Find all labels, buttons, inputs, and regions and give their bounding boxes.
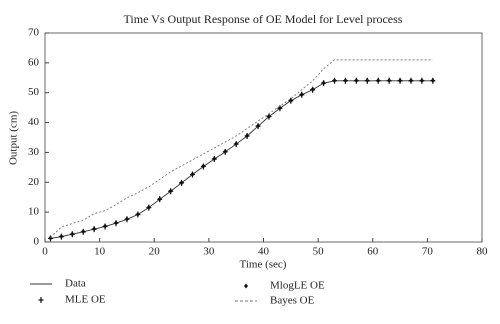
- diamond-marker: [212, 156, 217, 162]
- x-tick-label: 50: [313, 246, 325, 258]
- y-tick-label: 60: [28, 56, 40, 68]
- diamond-marker: [256, 123, 261, 129]
- y-tick-label: 0: [34, 236, 40, 248]
- diamond-marker: [81, 229, 86, 235]
- diamond-marker: [419, 77, 424, 83]
- diamond-marker: [266, 113, 271, 119]
- diamond-marker: [114, 220, 119, 226]
- diamond-marker: [70, 231, 75, 237]
- x-tick-label: 10: [94, 246, 106, 258]
- diamond-marker: [92, 226, 97, 232]
- diamond-marker: [59, 233, 64, 239]
- legend-label: MLE OE: [65, 294, 106, 306]
- x-tick-label: 0: [42, 246, 48, 258]
- x-axis-label: Time (sec): [240, 259, 287, 271]
- diamond-marker: [365, 77, 370, 83]
- legend-label: MlogLE OE: [270, 280, 325, 292]
- diamond-marker: [190, 171, 195, 177]
- diamond-marker: [430, 77, 435, 83]
- diamond-marker: [146, 204, 151, 210]
- diamond-marker: [343, 77, 348, 83]
- diamond-marker: [244, 283, 248, 289]
- y-tick-label: 50: [28, 86, 40, 98]
- diamond-marker: [135, 211, 140, 217]
- plus-marker: [38, 297, 44, 303]
- diamond-marker: [179, 180, 184, 186]
- diamond-marker: [321, 80, 326, 86]
- y-tick-label: 30: [28, 146, 40, 158]
- diamond-marker: [223, 149, 228, 155]
- diamond-marker: [201, 163, 206, 169]
- y-tick-label: 70: [28, 27, 40, 39]
- diamond-marker: [124, 216, 129, 222]
- diamond-marker: [398, 77, 403, 83]
- diamond-marker: [168, 188, 173, 194]
- diamond-marker: [234, 141, 239, 147]
- diamond-marker: [299, 92, 304, 98]
- x-tick-label: 80: [477, 246, 489, 258]
- y-tick-label: 20: [28, 176, 40, 188]
- diamond-marker: [354, 77, 359, 83]
- series-line: [50, 59, 433, 238]
- diamond-marker: [408, 77, 413, 83]
- diamond-marker: [157, 196, 162, 202]
- plot-frame: [44, 32, 483, 243]
- x-tick-label: 20: [149, 246, 161, 258]
- diamond-marker: [103, 223, 108, 229]
- legend-label: Bayes OE: [270, 295, 315, 307]
- y-tick-label: 10: [28, 206, 40, 218]
- x-tick-label: 70: [422, 246, 434, 258]
- legend-label: Data: [65, 278, 86, 290]
- diamond-marker: [376, 77, 381, 83]
- x-tick-label: 30: [203, 246, 215, 258]
- x-tick-label: 40: [258, 246, 270, 258]
- x-tick-label: 60: [367, 246, 379, 258]
- diamond-marker: [288, 97, 293, 103]
- diamond-marker: [310, 86, 315, 92]
- diamond-marker: [332, 77, 337, 83]
- y-tick-label: 40: [28, 116, 40, 128]
- y-axis-label: Output (cm): [8, 111, 20, 165]
- chart-title: Time Vs Output Response of OE Model for …: [124, 12, 403, 26]
- diamond-marker: [245, 133, 250, 139]
- diamond-marker: [387, 77, 392, 83]
- series-line: [50, 80, 433, 239]
